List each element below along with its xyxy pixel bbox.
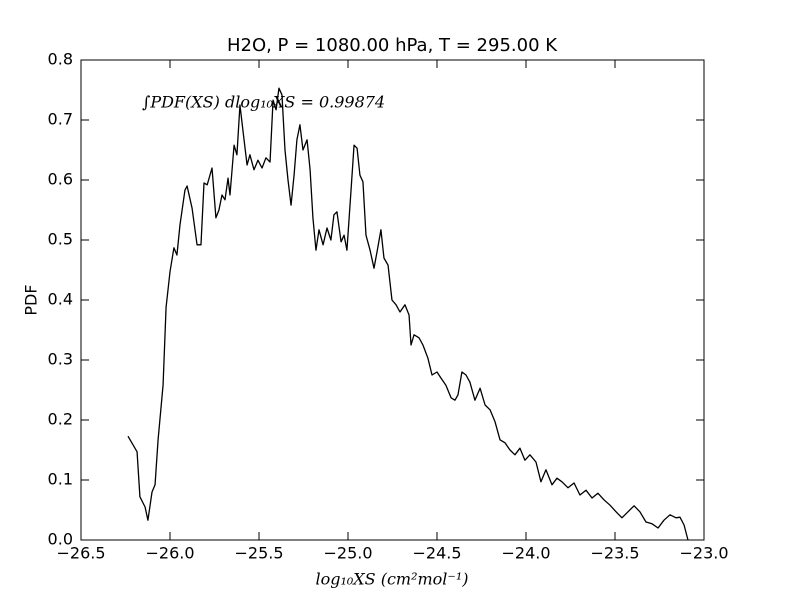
x-tick-label: −23.0 [679, 544, 728, 563]
x-tick-label: −26.0 [145, 544, 194, 563]
data-line [127, 87, 689, 541]
x-tick-label: −26.5 [56, 544, 105, 563]
y-tick-label: 0.7 [48, 110, 73, 129]
x-tick-label: −24.5 [412, 544, 461, 563]
x-tick-label: −25.5 [234, 544, 283, 563]
x-tick-label: −25.0 [323, 544, 372, 563]
x-axis-label: log₁₀XS (cm²mol⁻¹) [315, 570, 468, 589]
y-tick-label: 0.3 [48, 350, 73, 369]
y-tick-label: 0.2 [48, 410, 73, 429]
chart-title: H2O, P = 1080.00 hPa, T = 295.00 K [227, 35, 558, 56]
x-tick-label: −23.5 [590, 544, 639, 563]
y-tick-label: 0.0 [48, 530, 73, 549]
y-tick-label: 0.6 [48, 170, 73, 189]
annotation: ∫PDF(XS) dlog₁₀XS = 0.99874 [142, 93, 385, 112]
y-tick-label: 0.1 [48, 470, 73, 489]
y-tick-label: 0.4 [48, 290, 73, 309]
x-tick-label: −24.0 [501, 544, 550, 563]
y-axis-label: PDF [22, 284, 41, 315]
y-tick-label: 0.8 [48, 50, 73, 69]
y-tick-label: 0.5 [48, 230, 73, 249]
